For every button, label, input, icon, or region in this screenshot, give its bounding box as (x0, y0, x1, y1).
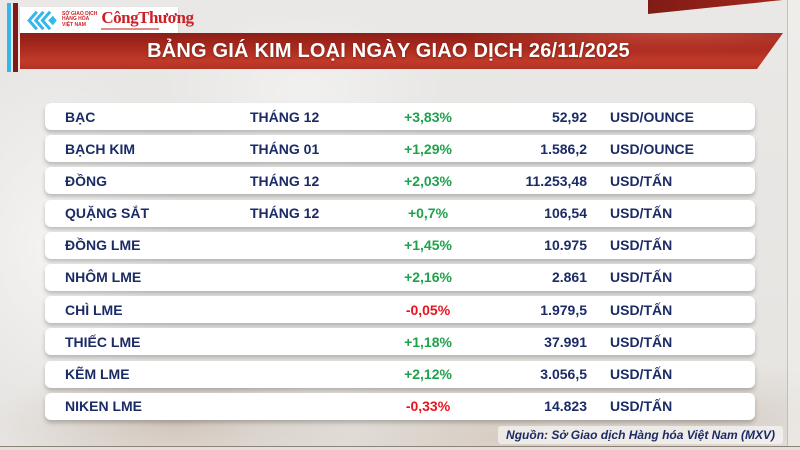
price-unit: USD/TẤN (610, 301, 673, 318)
table-row: NHÔM LME +2,16% 2.861 USD/TẤN (45, 263, 755, 291)
commodity-name: THIẾC LME (65, 333, 141, 350)
congthuong-wordmark: CôngThương (101, 8, 194, 27)
price-unit: USD/TẤN (610, 333, 673, 350)
price-value: 11.253,48 (525, 172, 587, 189)
price-value: 1.979,5 (540, 301, 587, 318)
contract-month: THÁNG 12 (250, 108, 320, 125)
price-value: 3.056,5 (540, 366, 587, 382)
commodity-name: CHÌ LME (65, 301, 123, 318)
price-value: 10.975 (544, 237, 587, 254)
corner-ribbon (648, 0, 783, 14)
price-value: 37.991 (544, 333, 587, 350)
change-percent: +1,45% (404, 237, 452, 254)
change-percent: +3,83% (404, 108, 452, 125)
change-percent: -0,33% (405, 398, 451, 415)
contract-month: THÁNG 12 (250, 172, 320, 189)
frame-bottom-edge (0, 446, 800, 450)
left-accent-cyan-bar (7, 3, 11, 72)
source-note: Nguồn: Sở Giao dịch Hàng hóa Việt Nam (M… (498, 426, 783, 444)
table-row: BẠCH KIM THÁNG 01 +1,29% 1.586,2 USD/OUN… (45, 135, 755, 163)
mxv-diamond (48, 15, 57, 25)
commodity-name: ĐỒNG LME (65, 237, 141, 254)
frame-right-edge (787, 0, 800, 446)
commodity-name: KẼM LME (65, 366, 130, 382)
congthuong-tagline-bar (101, 28, 160, 30)
commodity-name: NHÔM LME (65, 269, 142, 286)
mxv-logo-icon (27, 10, 57, 30)
table-row: NIKEN LME -0,33% 14.823 USD/TẤN (45, 392, 755, 420)
change-percent: +2,12% (404, 366, 452, 382)
mxv-name-line: SỞ GIAO DỊCH (62, 10, 98, 17)
price-unit: USD/TẤN (610, 366, 673, 382)
congthuong-logo: CôngThương (101, 8, 194, 30)
left-accent-red-bar (13, 3, 18, 72)
commodity-name: ĐỒNG (65, 172, 107, 189)
change-percent: +0,7% (407, 205, 449, 222)
mxv-logo-text: SỞ GIAO DỊCH HÀNG HÓA VIỆT NAM (62, 10, 98, 29)
price-unit: USD/TẤN (610, 398, 673, 415)
price-value: 106,54 (544, 205, 587, 222)
table-row: QUẶNG SẮT THÁNG 12 +0,7% 106,54 USD/TẤN (45, 199, 755, 227)
price-unit: USD/OUNCE (610, 108, 695, 125)
price-value: 52,92 (551, 108, 587, 125)
price-unit: USD/TẤN (610, 269, 673, 286)
price-table: BẠC THÁNG 12 +3,83% 52,92 USD/OUNCE BẠCH… (45, 103, 755, 425)
title-banner: BẢNG GIÁ KIM LOẠI NGÀY GIAO DỊCH 26/11/2… (20, 33, 783, 69)
table-row: KẼM LME +2,12% 3.056,5 USD/TẤN (45, 360, 755, 388)
table-row: CHÌ LME -0,05% 1.979,5 USD/TẤN (45, 296, 755, 324)
contract-month: THÁNG 01 (250, 140, 320, 157)
table-row: BẠC THÁNG 12 +3,83% 52,92 USD/OUNCE (45, 103, 755, 130)
mxv-name-line: VIỆT NAM (62, 21, 86, 28)
change-percent: +2,03% (404, 172, 452, 189)
table-row: THIẾC LME +1,18% 37.991 USD/TẤN (45, 328, 755, 356)
commodity-name: BẠC (65, 108, 96, 125)
price-unit: USD/TẤN (610, 237, 673, 254)
price-value: 14.823 (544, 398, 587, 415)
price-unit: USD/TẤN (610, 205, 673, 222)
commodity-name: BẠCH KIM (65, 140, 135, 157)
price-value: 2.861 (551, 269, 587, 286)
table-row: ĐỒNG LME +1,45% 10.975 USD/TẤN (45, 231, 755, 259)
price-value: 1.586,2 (540, 140, 587, 157)
header-logos: SỞ GIAO DỊCH HÀNG HÓA VIỆT NAM CôngThươn… (20, 7, 194, 33)
contract-month: THÁNG 12 (250, 205, 320, 222)
table-row: ĐỒNG THÁNG 12 +2,03% 11.253,48 USD/TẤN (45, 167, 755, 195)
price-unit: USD/OUNCE (610, 140, 695, 157)
commodity-name: QUẶNG SẮT (65, 205, 149, 222)
change-percent: +2,16% (404, 269, 452, 286)
price-unit: USD/TẤN (610, 172, 673, 189)
page-title: BẢNG GIÁ KIM LOẠI NGÀY GIAO DỊCH 26/11/2… (147, 39, 630, 62)
change-percent: -0,05% (405, 301, 451, 318)
mxv-name-line: HÀNG HÓA (62, 16, 90, 23)
change-percent: +1,18% (404, 333, 452, 350)
commodity-name: NIKEN LME (65, 398, 142, 415)
change-percent: +1,29% (404, 140, 452, 157)
